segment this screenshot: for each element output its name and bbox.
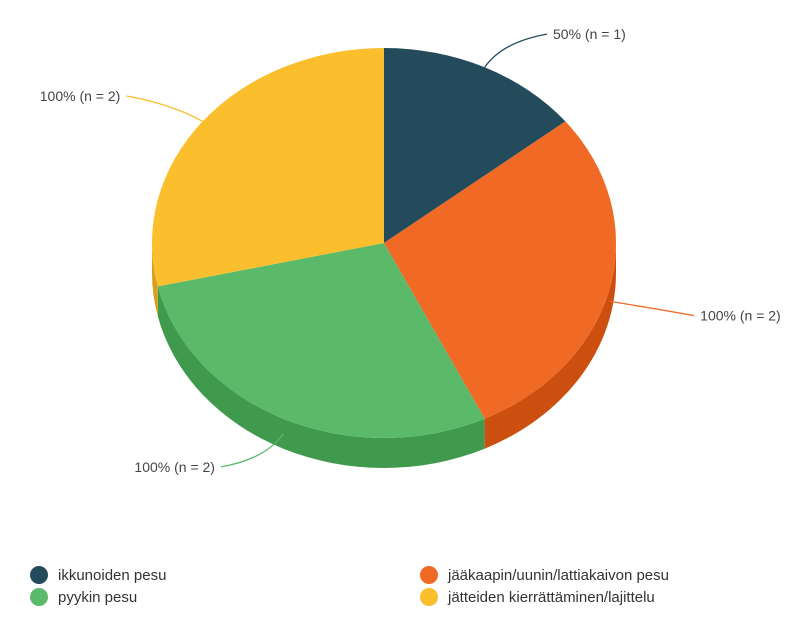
legend-label: jätteiden kierrättäminen/lajittelu	[448, 588, 655, 606]
legend-item-ikkunoiden-pesu[interactable]: ikkunoiden pesu	[30, 566, 166, 584]
slice-labels: 50% (n = 1) 100% (n = 2) 100% (n = 2) 100% …	[40, 26, 781, 475]
legend-item-pyykin-pesu[interactable]: pyykin pesu	[30, 588, 137, 606]
pie-slice-side	[152, 243, 158, 317]
pie-slice[interactable]	[157, 243, 485, 439]
leader-line	[484, 33, 548, 68]
legend-label: ikkunoiden pesu	[58, 566, 167, 584]
slice-value-label: 50% (n = 1)	[553, 26, 626, 42]
pie-slice-side	[484, 243, 616, 449]
leader-line	[126, 95, 203, 122]
leader-line	[610, 300, 695, 317]
legend-swatch	[30, 588, 48, 606]
pie-sides	[152, 243, 616, 469]
pie-slice[interactable]	[151, 48, 384, 287]
slice-value-label: 100% (n = 2)	[700, 308, 781, 324]
legend-label: jääkaapin/uunin/lattiakaivon pesu	[448, 566, 669, 584]
legend-swatch	[420, 566, 438, 584]
legend-item-jaakaapin-pesu[interactable]: jääkaapin/uunin/lattiakaivon pesu	[420, 566, 669, 584]
leader-line	[220, 433, 284, 468]
legend-swatch	[30, 566, 48, 584]
slice-value-label: 100% (n = 2)	[40, 88, 121, 104]
pie-slice[interactable]	[384, 48, 566, 243]
slice-value-label: 100% (n = 2)	[134, 459, 215, 475]
legend-label: pyykin pesu	[58, 588, 138, 606]
pie-top	[151, 48, 616, 439]
legend-item-jatteiden-kierrattaminen[interactable]: jätteiden kierrättäminen/lajittelu	[420, 588, 655, 606]
legend-swatch	[420, 588, 438, 606]
pie-slice-side	[157, 286, 485, 469]
pie-slice[interactable]	[384, 121, 616, 419]
